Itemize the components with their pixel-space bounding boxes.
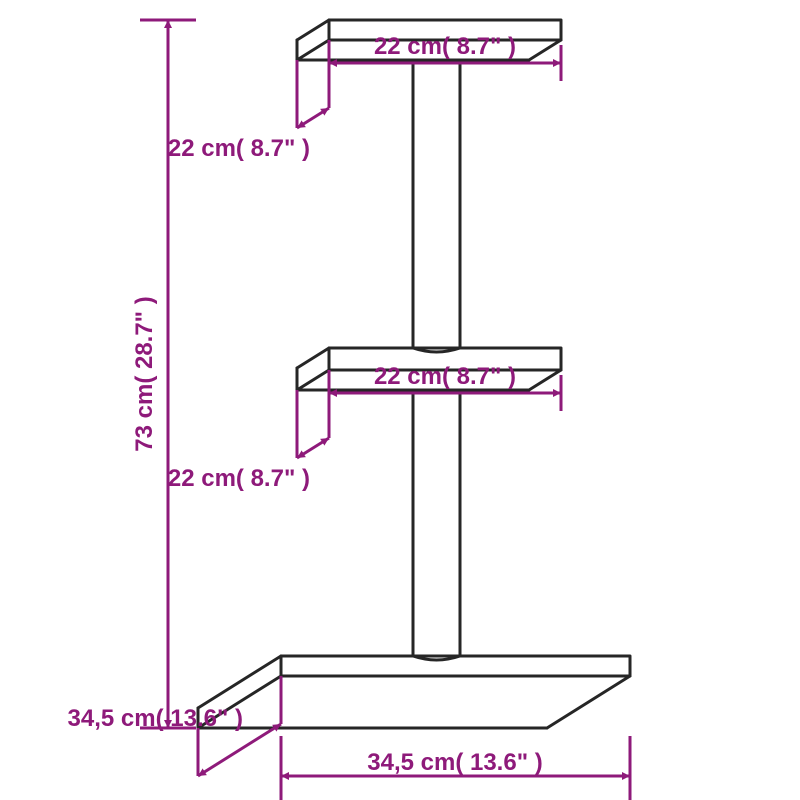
dimension-label: 22 cm( 8.7" ) bbox=[168, 135, 310, 162]
dimension-labels: 73 cm( 28.7" ) 22 cm( 8.7" ) 22 cm( 8.7" )… bbox=[68, 33, 543, 776]
dimension-label: 22 cm( 8.7" ) bbox=[374, 363, 516, 390]
dimension-label: 34,5 cm( 13.6" ) bbox=[68, 705, 243, 732]
dimension-label: 22 cm( 8.7" ) bbox=[374, 33, 516, 60]
dimension-label: 34,5 cm( 13.6" ) bbox=[367, 749, 542, 776]
dimension-label: 22 cm( 8.7" ) bbox=[168, 465, 310, 492]
dimension-label: 73 cm( 28.7" ) bbox=[131, 296, 158, 451]
dimension-diagram: 73 cm( 28.7" ) 22 cm( 8.7" ) 22 cm( 8.7" )… bbox=[0, 0, 800, 800]
